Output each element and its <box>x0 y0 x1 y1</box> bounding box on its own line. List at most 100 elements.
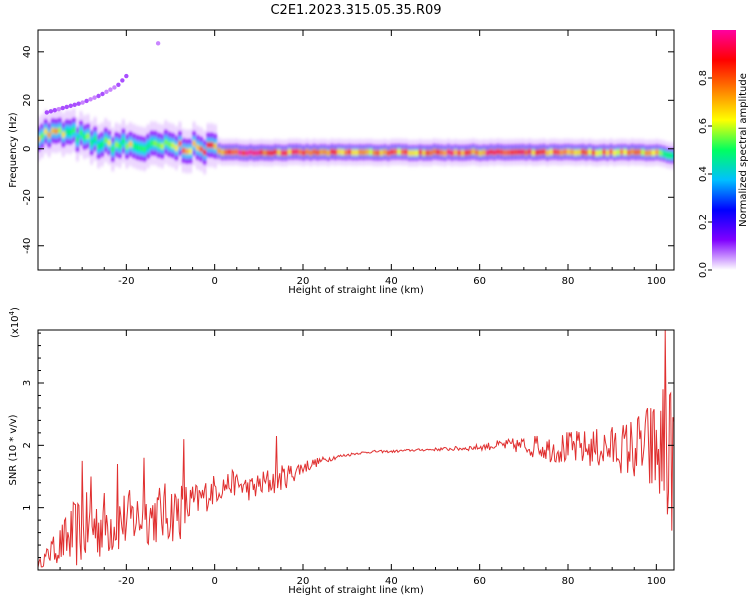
spectrogram-cell <box>393 148 398 155</box>
spectrogram-cell <box>238 149 242 156</box>
harmonic-trace-point <box>84 98 89 104</box>
spectrogram-cell <box>605 149 610 156</box>
harmonic-trace-point <box>64 104 69 110</box>
spectrogram-cell <box>337 148 341 155</box>
harmonic-trace-point <box>124 73 129 79</box>
ridge-body <box>38 118 674 165</box>
spectrogram-cell <box>577 149 581 156</box>
spectrogram-cell <box>203 149 207 156</box>
spectrogram-x-tick-label: 60 <box>473 276 486 287</box>
spectrogram-cell <box>217 148 221 154</box>
spectrogram-cell <box>270 150 274 156</box>
spectrogram-cell <box>563 148 567 155</box>
spectrogram-cell <box>150 140 154 147</box>
snr-frame <box>37 329 675 571</box>
snr-x-tick-label: 0 <box>211 576 217 587</box>
snr-panel: -20 0 20 40 60 80 100 1 2 3 Height of straight l… <box>8 307 675 596</box>
colorbar: 0.0 0.2 0.4 0.6 0.8 Normalized spectral ampl… <box>698 30 749 278</box>
spectrogram-cell <box>422 149 426 156</box>
spectrogram-cell <box>344 149 348 156</box>
spectrogram-cell <box>556 149 560 156</box>
spectrogram-cell <box>411 150 415 156</box>
colorbar-label: Normalized spectral amplitude <box>738 73 749 227</box>
spectrogram-cell <box>38 136 41 142</box>
spectrogram-cell <box>65 128 69 135</box>
snr-x-tick-label: 20 <box>297 576 310 587</box>
harmonic-trace-point <box>76 101 81 106</box>
spectrogram-cell <box>305 148 309 155</box>
snr-x-tick-label: 60 <box>473 576 486 587</box>
spectrogram-cell <box>425 149 429 156</box>
spectrogram-cell <box>164 139 168 146</box>
spectrogram-cell <box>167 141 171 148</box>
spectrogram-cell <box>637 149 641 156</box>
spectrogram-cell <box>665 152 670 158</box>
spectrogram-x-tick-label: 80 <box>562 276 575 287</box>
harmonic-trace-point <box>80 100 85 105</box>
spectrogram-cell <box>379 149 383 156</box>
spectrogram-cell <box>415 150 419 156</box>
spectrogram-y-tick-label: 20 <box>22 94 33 107</box>
spectrogram-y-ticks: -40 -20 0 20 40 <box>22 45 674 254</box>
spectrogram-cell <box>146 143 150 150</box>
colorbar-tick-label: 0.4 <box>698 166 709 182</box>
spectrogram-cell <box>517 149 521 156</box>
spectrogram-cell <box>266 149 270 156</box>
harmonic-trace-point <box>155 41 161 46</box>
snr-x-tick-label: 100 <box>647 576 666 587</box>
spectrogram-cell <box>291 148 295 155</box>
snr-scale-label: (x104) <box>8 307 21 338</box>
spectrogram-cell <box>482 149 486 156</box>
spectrogram-cell <box>245 150 249 157</box>
spectrogram-cell <box>231 149 235 156</box>
spectrogram-cell <box>75 136 80 143</box>
spectrogram-cell <box>521 149 525 155</box>
spectrogram-cell <box>171 142 175 149</box>
spectrogram-cell <box>545 149 549 156</box>
spectrogram-cell <box>210 142 214 148</box>
spectrogram-cell <box>506 149 511 156</box>
spectrogram-cell <box>174 145 178 151</box>
snr-y-tick-label: 3 <box>22 380 33 386</box>
spectrogram-cell <box>118 143 122 149</box>
spectrogram-cell <box>510 149 514 156</box>
spectrogram-cell <box>90 139 94 146</box>
snr-marks <box>38 330 674 568</box>
spectrogram-cell <box>358 149 362 156</box>
spectrogram-cell <box>54 128 58 135</box>
spectrogram-cell <box>436 149 440 156</box>
spectrogram-cell <box>570 149 574 156</box>
spectrogram-cell <box>397 148 401 155</box>
spectrogram-cell <box>319 149 323 155</box>
colorbar-ticks: 0.0 0.2 0.4 0.6 0.8 <box>698 70 712 278</box>
spectrogram-cell <box>514 149 518 156</box>
spectrogram-cell <box>376 149 380 156</box>
spectrogram-cell <box>79 130 83 136</box>
colorbar-tick-label: 0.6 <box>698 118 709 134</box>
snr-y-ticks: 1 2 3 <box>22 332 674 559</box>
spectrogram-cell <box>128 141 133 147</box>
spectrogram-cell <box>609 148 613 155</box>
spectrogram-cell <box>468 149 472 156</box>
spectrogram-cell <box>224 149 228 156</box>
spectrogram-cell <box>178 140 182 147</box>
spectrogram-cell <box>383 149 387 156</box>
spectrogram-cell <box>581 148 585 155</box>
spectrogram-cell <box>446 149 451 155</box>
spectrogram-cell <box>333 149 337 156</box>
spectrogram-cell <box>616 149 620 156</box>
spectrogram-cell <box>461 149 465 156</box>
spectrogram-cell <box>330 148 334 155</box>
spectrogram-cell <box>199 146 203 153</box>
spectrogram-cell <box>263 149 267 156</box>
spectrogram-cell <box>489 149 493 155</box>
spectrogram-panel: -20 0 20 40 60 80 100 -40 -20 0 20 40 Height of st… <box>8 29 675 296</box>
spectrogram-cell <box>213 143 217 150</box>
spectrogram-cell <box>418 149 422 156</box>
snr-y-tick-label: 2 <box>22 442 33 448</box>
spectrogram-cell <box>259 149 263 156</box>
spectrogram-cell <box>284 150 288 156</box>
spectrogram-cell <box>256 149 260 156</box>
spectrogram-cell <box>188 148 193 155</box>
spectrogram-cell <box>273 149 277 156</box>
